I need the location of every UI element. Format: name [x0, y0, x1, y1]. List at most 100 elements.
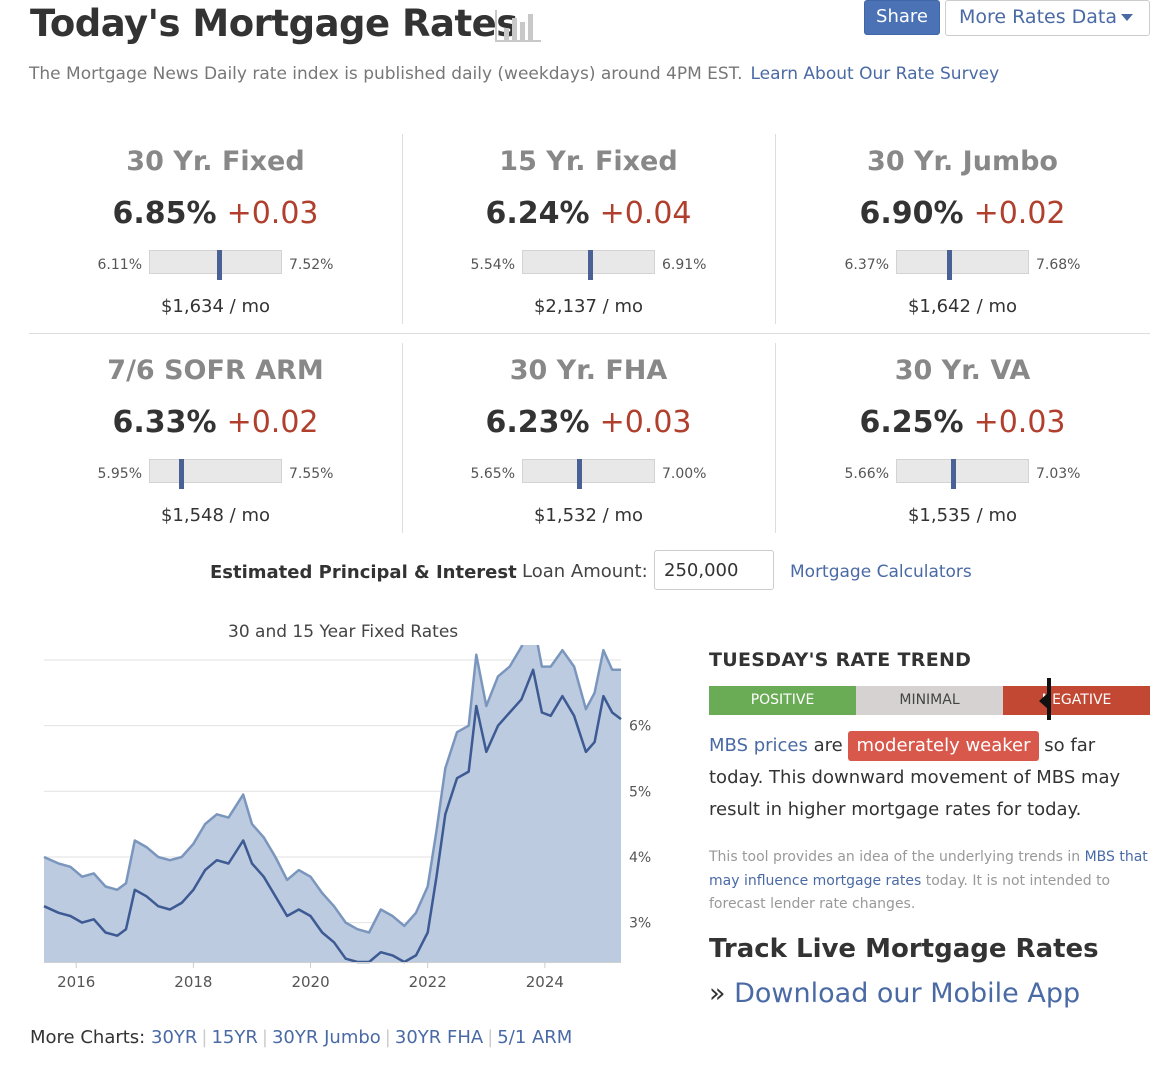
range-marker — [587, 250, 593, 280]
range-low: 5.65% — [470, 466, 515, 482]
rate-value: 6.90% — [859, 196, 964, 231]
range-high: 7.00% — [662, 466, 707, 482]
rate-value: 6.24% — [485, 196, 590, 231]
range-bar — [149, 459, 282, 489]
rate-change: +0.03 — [973, 405, 1066, 440]
trend-text-rest: so far today. This downward movement of … — [709, 735, 1121, 820]
x-tick-label: 2018 — [174, 973, 212, 991]
rate-trend-heading: TUESDAY'S RATE TREND — [709, 649, 972, 671]
more-rates-data-dropdown[interactable]: More Rates Data — [945, 0, 1150, 36]
range-low: 5.95% — [97, 466, 142, 482]
more-rates-label: More Rates Data — [959, 6, 1118, 28]
rate-card[interactable]: 7/6 SOFR ARM 6.33% +0.02 5.95% 7.55% $1,548 /… — [29, 345, 402, 526]
range-bar — [896, 459, 1029, 489]
y-tick-label: 3% — [629, 916, 651, 932]
trend-disclaimer: This tool provides an idea of the underl… — [709, 846, 1149, 917]
x-tick-label: 2020 — [291, 973, 329, 991]
rate-row: 6.90% +0.02 — [776, 196, 1149, 231]
divider — [402, 343, 403, 533]
range-low: 6.11% — [97, 257, 142, 273]
more-chart-link[interactable]: 30YR FHA — [394, 1027, 484, 1048]
more-chart-link[interactable]: 30YR — [151, 1027, 198, 1048]
rate-value: 6.85% — [112, 196, 217, 231]
download-prefix: » — [709, 978, 726, 1009]
rate-change: +0.04 — [599, 196, 692, 231]
divider — [775, 134, 776, 324]
rate-name: 30 Yr. FHA — [509, 355, 668, 386]
more-chart-link[interactable]: 5/1 ARM — [497, 1027, 573, 1048]
trend-marker — [1046, 678, 1051, 720]
rate-name: 30 Yr. VA — [894, 355, 1031, 386]
range-high: 7.03% — [1036, 466, 1081, 482]
rate-card[interactable]: 30 Yr. Fixed 6.85% +0.03 6.11% 7.52% $1,634 /… — [29, 136, 402, 317]
caret-down-icon — [1121, 14, 1134, 21]
estimated-pi-label: Estimated Principal & Interest — [210, 562, 517, 583]
chart-title: 30 and 15 Year Fixed Rates — [228, 622, 459, 642]
more-chart-link[interactable]: 30YR Jumbo — [271, 1027, 381, 1048]
range-high: 7.52% — [289, 257, 334, 273]
range-bar — [896, 250, 1029, 280]
more-charts-links: 30YR | 15YR | 30YR Jumbo | 30YR FHA | 5/1 ARM — [151, 1027, 572, 1048]
series-line-30yr — [43, 645, 621, 934]
range-bar — [522, 250, 655, 280]
loan-amount-input[interactable] — [654, 550, 774, 590]
rate-card[interactable]: 30 Yr. FHA 6.23% +0.03 5.65% 7.00% $1,532 / m… — [402, 345, 775, 526]
series-line-15yr — [43, 668, 622, 964]
subtitle: The Mortgage News Daily rate index is pu… — [29, 64, 999, 84]
range-bar — [149, 250, 282, 280]
mbs-influence-link[interactable]: MBS that may influence mortgage rates — [709, 849, 1148, 889]
rate-value: 6.23% — [485, 405, 590, 440]
x-tick-label: 2024 — [526, 973, 564, 991]
range-marker — [577, 459, 583, 489]
rate-card[interactable]: 15 Yr. Fixed 6.24% +0.04 5.54% 6.91% $2,137 /… — [402, 136, 775, 317]
trend-minimal-segment: MINIMAL — [856, 686, 1003, 715]
range-low: 6.37% — [844, 257, 889, 273]
range-low: 5.66% — [844, 466, 889, 482]
x-tick-label: 2016 — [57, 973, 95, 991]
more-chart-link[interactable]: 15YR — [211, 1027, 258, 1048]
rate-name: 30 Yr. Jumbo — [867, 146, 1058, 177]
rate-change: +0.03 — [599, 405, 692, 440]
range-bar — [522, 459, 655, 489]
y-tick-label: 4% — [629, 850, 651, 866]
subtitle-text: The Mortgage News Daily rate index is pu… — [29, 64, 743, 84]
mbs-prices-link[interactable]: MBS prices — [709, 735, 808, 756]
series-area-30yr — [44, 645, 621, 962]
divider — [775, 343, 776, 533]
rate-change: +0.02 — [226, 405, 319, 440]
range-high: 7.55% — [289, 466, 334, 482]
learn-rate-survey-link[interactable]: Learn About Our Rate Survey — [750, 64, 1000, 84]
link-separator: | — [384, 1027, 391, 1048]
link-separator: | — [201, 1027, 208, 1048]
download-app-link[interactable]: Download our Mobile App — [734, 978, 1081, 1009]
range-high: 6.91% — [662, 257, 707, 273]
rate-row: 6.23% +0.03 — [402, 405, 775, 440]
y-tick-label: 5% — [629, 784, 651, 800]
rate-name: 15 Yr. Fixed — [499, 146, 678, 177]
trend-badge: moderately weaker — [848, 731, 1039, 761]
trend-marker-arrow-icon — [1038, 692, 1049, 710]
monthly-payment: $1,548 / mo — [160, 505, 271, 526]
link-separator: | — [487, 1027, 494, 1048]
rates-chart[interactable]: 2016 2018 2020 2022 2024 3% 4% 5% 6% — [0, 645, 680, 1000]
bar-chart-icon[interactable] — [494, 6, 542, 42]
trend-description: MBS prices are moderately weaker so far … — [709, 730, 1139, 826]
mortgage-calculators-link[interactable]: Mortgage Calculators — [790, 562, 972, 582]
rate-row: 6.85% +0.03 — [29, 196, 402, 231]
divider — [402, 134, 403, 324]
loan-amount-label: Loan Amount: — [522, 561, 648, 582]
monthly-payment: $1,535 / mo — [907, 505, 1018, 526]
range-marker — [951, 459, 957, 489]
rate-change: +0.03 — [226, 196, 319, 231]
more-charts-label: More Charts: — [30, 1027, 146, 1048]
rate-value: 6.33% — [112, 405, 217, 440]
divider — [29, 333, 1150, 334]
rate-row: 6.24% +0.04 — [402, 196, 775, 231]
rate-row: 6.33% +0.02 — [29, 405, 402, 440]
monthly-payment: $1,532 / mo — [533, 505, 644, 526]
trend-positive-segment: POSITIVE — [709, 686, 856, 715]
rate-card[interactable]: 30 Yr. Jumbo 6.90% +0.02 6.37% 7.68% $1,642 /… — [776, 136, 1149, 317]
trend-text-are: are — [813, 735, 843, 756]
share-button[interactable]: Share — [864, 0, 940, 35]
rate-card[interactable]: 30 Yr. VA 6.25% +0.03 5.66% 7.03% $1,535 / mo — [776, 345, 1149, 526]
